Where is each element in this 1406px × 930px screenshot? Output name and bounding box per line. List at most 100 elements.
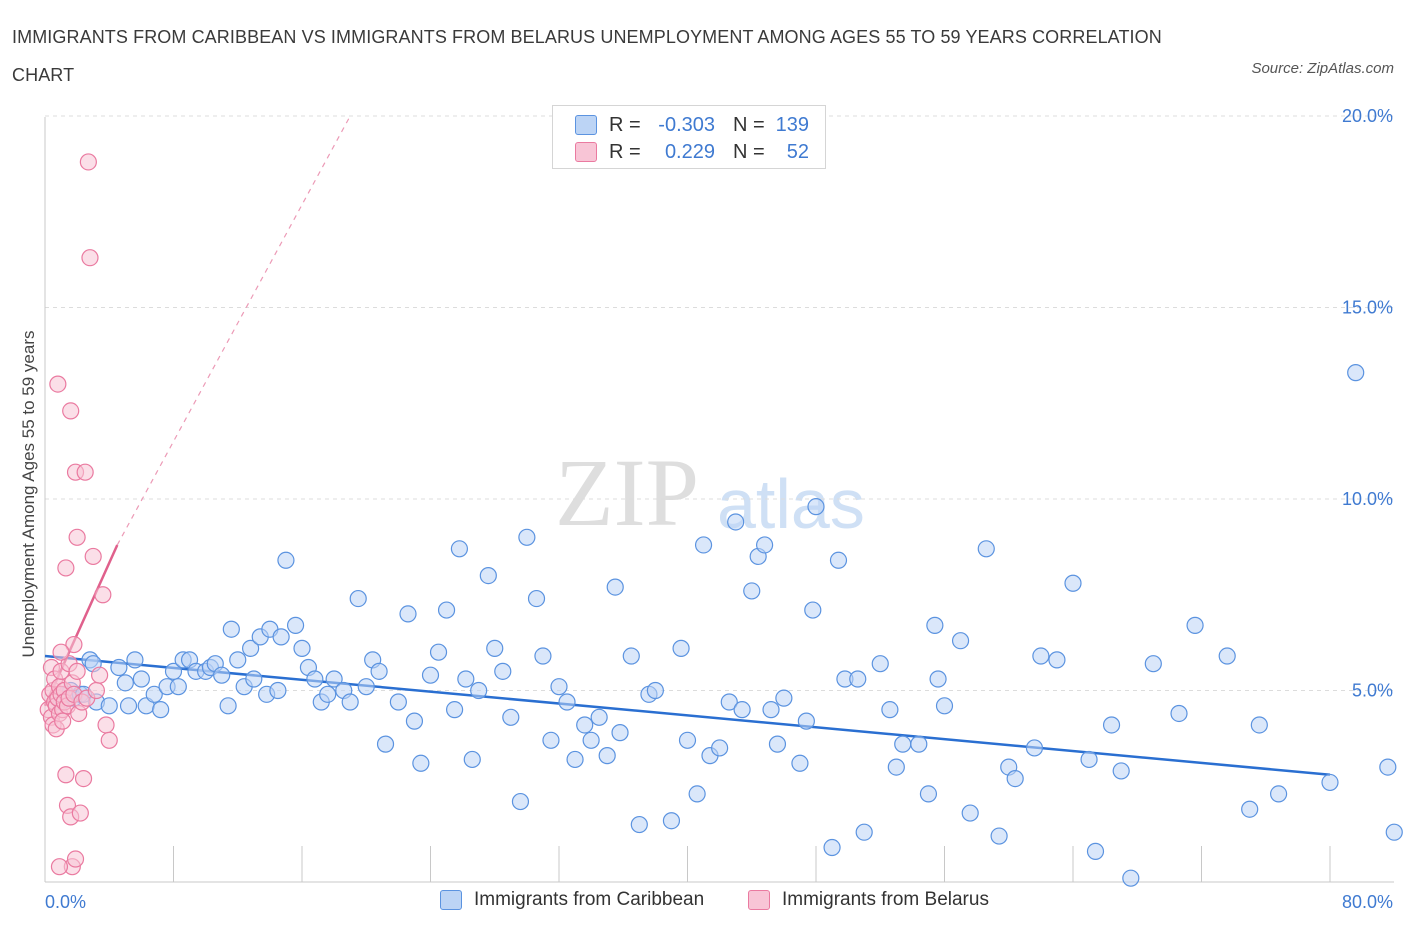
point-caribbean — [479, 566, 497, 585]
point-caribbean — [727, 513, 745, 531]
caribbean-legend-swatch — [440, 890, 462, 910]
n-value: 52 — [786, 140, 809, 163]
watermark-zip: ZIP — [555, 439, 699, 546]
point-belarus — [79, 153, 97, 171]
point-caribbean — [1006, 769, 1024, 788]
series-legend: Immigrants from Caribbean Immigrants fro… — [0, 889, 1406, 915]
point-belarus — [87, 681, 106, 700]
point-caribbean — [470, 681, 488, 700]
point-caribbean — [630, 815, 648, 834]
point-caribbean — [755, 536, 774, 554]
point-belarus — [74, 769, 93, 788]
y-tick-label: 10.0% — [1342, 489, 1393, 509]
point-caribbean — [277, 551, 295, 569]
legend-item-caribbean[interactable]: Immigrants from Caribbean — [440, 889, 704, 911]
point-caribbean — [145, 685, 163, 703]
legend-label-belarus: Immigrants from Belarus — [782, 889, 989, 910]
point-caribbean — [720, 693, 738, 711]
point-belarus — [49, 375, 67, 393]
point-belarus — [97, 716, 115, 734]
point-caribbean — [598, 747, 616, 765]
point-caribbean — [164, 662, 183, 680]
legend-item-belarus[interactable]: Immigrants from Belarus — [748, 889, 989, 911]
point-caribbean — [229, 651, 247, 669]
point-caribbean — [376, 735, 395, 753]
point-caribbean — [1385, 823, 1403, 841]
point-caribbean — [590, 708, 608, 726]
point-caribbean — [389, 693, 407, 711]
point-caribbean — [611, 724, 629, 742]
point-caribbean — [662, 812, 681, 830]
watermark-atlas: atlas — [717, 465, 865, 543]
point-belarus — [66, 850, 85, 868]
point-belarus — [62, 402, 80, 420]
point-caribbean — [341, 693, 359, 711]
point-caribbean — [319, 685, 337, 703]
point-caribbean — [887, 758, 905, 776]
point-caribbean — [1064, 574, 1082, 592]
trend-line-caribbean — [44, 654, 1331, 777]
point-caribbean — [791, 754, 809, 772]
point-caribbean — [768, 735, 787, 753]
point-caribbean — [463, 750, 481, 769]
point-caribbean — [269, 681, 287, 700]
point-caribbean — [576, 716, 594, 734]
trend-line-belarus-extension — [116, 115, 351, 546]
point-caribbean — [399, 605, 417, 623]
point-caribbean — [804, 601, 822, 619]
point-caribbean — [457, 670, 475, 688]
point-belarus — [57, 559, 75, 577]
point-caribbean — [829, 551, 848, 569]
point-caribbean — [672, 639, 690, 657]
n-label: N = — [733, 113, 765, 136]
watermark: ZIP atlas — [555, 439, 865, 546]
point-belarus — [68, 662, 86, 680]
point-caribbean — [566, 750, 584, 769]
point-caribbean — [511, 792, 530, 811]
point-caribbean — [116, 674, 134, 692]
point-belarus — [100, 731, 118, 749]
belarus-legend-swatch — [748, 890, 770, 910]
point-caribbean — [405, 712, 424, 730]
n-label: N = — [733, 140, 765, 163]
point-belarus — [91, 666, 109, 684]
point-caribbean — [357, 678, 375, 696]
source-label: Source: ZipAtlas.com — [1251, 60, 1394, 77]
data-points — [39, 153, 1403, 887]
point-belarus — [54, 712, 72, 730]
point-caribbean — [437, 601, 456, 619]
caribbean-swatch — [575, 115, 597, 135]
point-caribbean — [152, 701, 170, 719]
point-caribbean — [807, 498, 825, 516]
point-belarus — [81, 249, 99, 267]
point-caribbean — [743, 582, 761, 600]
n-value: 139 — [775, 113, 809, 136]
point-caribbean — [855, 823, 873, 841]
point-caribbean — [486, 639, 504, 657]
point-caribbean — [797, 712, 815, 730]
point-caribbean — [678, 731, 697, 749]
point-caribbean — [951, 632, 970, 650]
point-caribbean — [1347, 364, 1365, 382]
point-caribbean — [219, 697, 237, 715]
r-value: 0.229 — [664, 140, 715, 163]
point-caribbean — [349, 589, 367, 608]
point-caribbean — [445, 701, 464, 719]
point-caribbean — [306, 670, 324, 688]
point-caribbean — [126, 651, 144, 669]
point-belarus — [68, 528, 86, 546]
belarus-swatch — [575, 142, 597, 162]
point-caribbean — [929, 670, 947, 688]
point-belarus — [57, 766, 75, 784]
r-value: -0.303 — [658, 113, 715, 136]
x-tick-label: 0.0% — [45, 892, 86, 912]
point-caribbean — [100, 697, 118, 715]
point-caribbean — [622, 647, 640, 665]
point-caribbean — [919, 785, 938, 803]
point-caribbean — [293, 639, 311, 657]
point-caribbean — [977, 540, 995, 558]
point-belarus — [94, 586, 112, 604]
point-caribbean — [1269, 785, 1288, 803]
point-caribbean — [910, 735, 928, 753]
point-caribbean — [550, 678, 568, 696]
